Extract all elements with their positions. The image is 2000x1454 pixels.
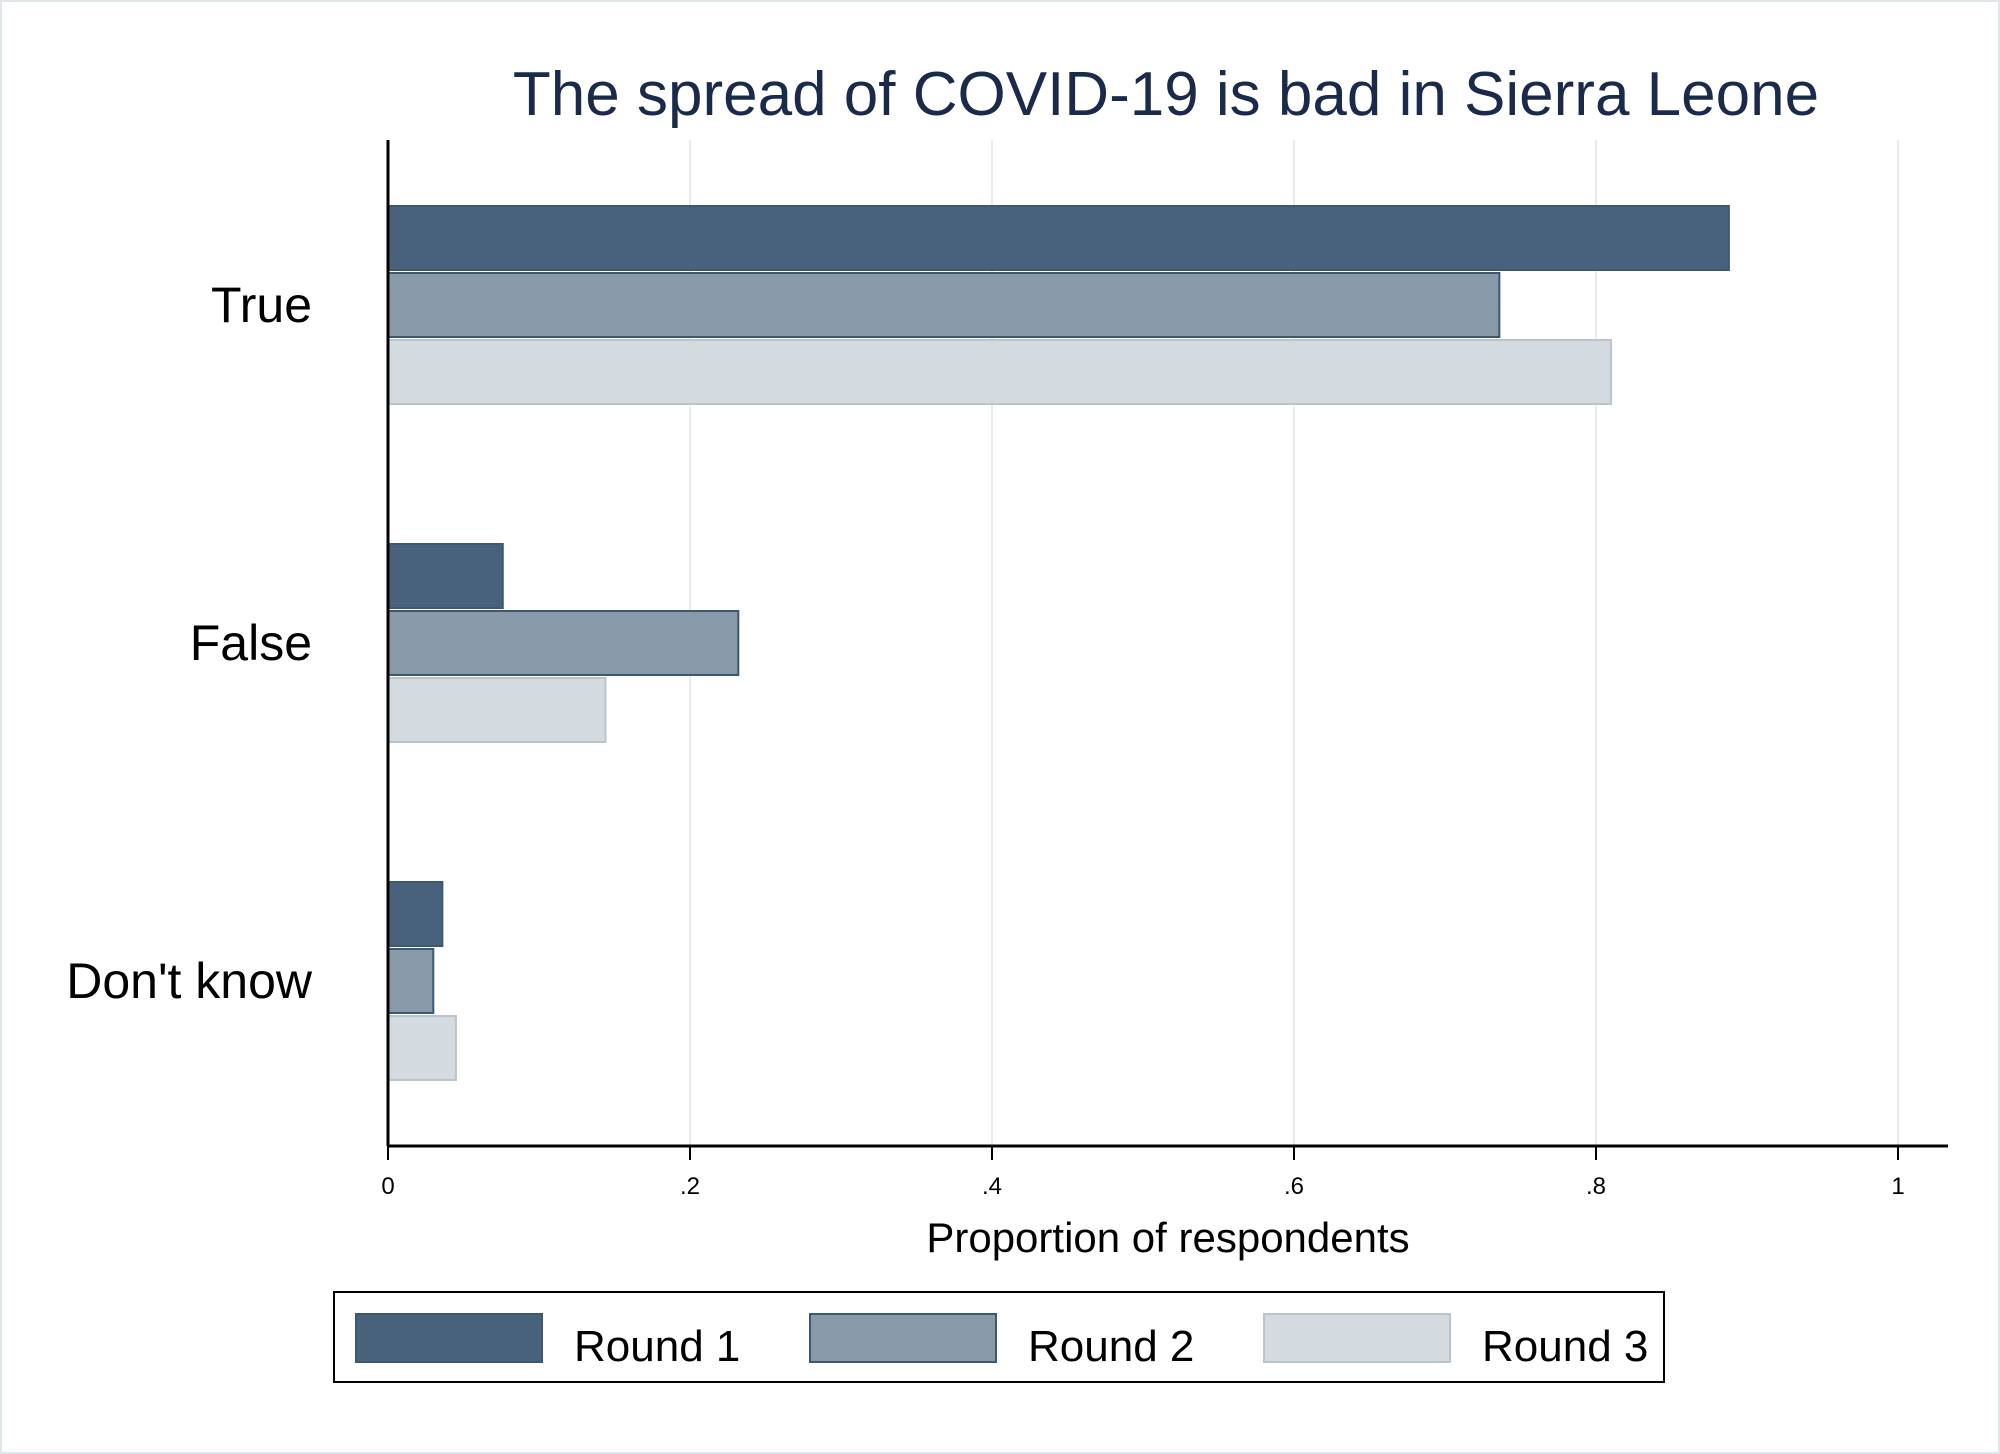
bar [387,610,740,676]
bar [387,1015,457,1081]
x-tick-label: .8 [1586,1173,1606,1200]
bar [387,948,435,1014]
bar [387,339,1613,405]
bar [387,205,1730,271]
legend-swatch [355,1313,543,1363]
chart-title: The spread of COVID-19 is bad in Sierra … [513,60,1819,129]
legend-swatch [809,1313,997,1363]
bar [387,881,444,947]
legend-swatch [1263,1313,1451,1363]
x-tick-label: .4 [982,1173,1002,1200]
category-label: False [190,615,312,671]
category-labels: True False Don't know [66,277,313,1009]
bar [387,677,607,743]
x-tick-label: .6 [1284,1173,1304,1200]
legend-label: Round 1 [574,1322,740,1371]
x-axis-label: Proportion of respondents [926,1214,1409,1261]
x-tick-label: 1 [1891,1173,1904,1200]
legend-label: Round 2 [1028,1322,1194,1371]
bar [387,272,1501,338]
x-tick-label: 0 [381,1173,394,1200]
bars [387,205,1730,1081]
category-label: Don't know [66,953,313,1009]
legend-label: Round 3 [1482,1322,1648,1371]
axes [386,140,1948,1160]
category-label: True [211,277,312,333]
legend: Round 1 Round 2 Round 3 [333,1291,1665,1383]
x-tick-labels: 0 .2 .4 .6 .8 1 [381,1173,1904,1200]
x-tick-label: .2 [680,1173,700,1200]
bar [387,543,504,609]
